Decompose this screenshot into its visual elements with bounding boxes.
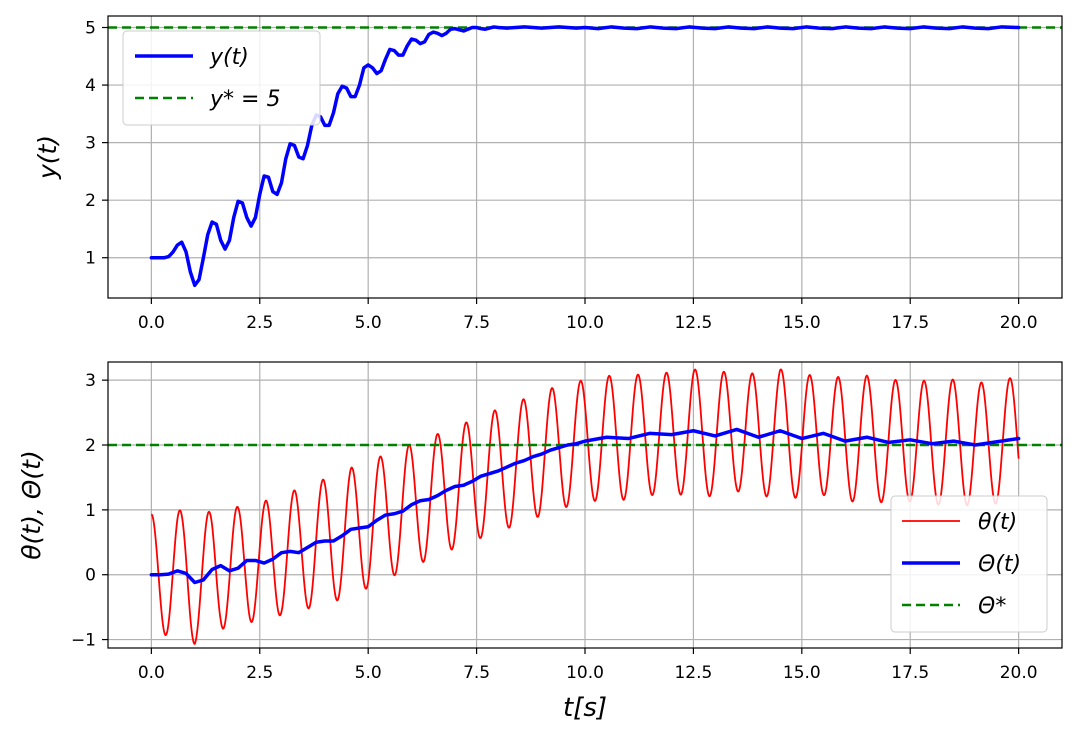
- bottom-legend-label-Thetastar: Θ*: [978, 594, 1006, 619]
- x-tick-label: 17.5: [891, 663, 929, 683]
- x-tick-label: 5.0: [355, 663, 382, 683]
- x-tick-label: 12.5: [674, 313, 712, 333]
- x-tick-label: 10.0: [566, 313, 604, 333]
- bottom-legend-label-theta: θ(t): [978, 510, 1017, 535]
- bottom-x-axis-label: t[s]: [563, 693, 607, 723]
- x-tick-label: 15.0: [783, 663, 821, 683]
- top-y-axis-label: y(t): [33, 135, 62, 180]
- x-tick-label: 20.0: [1000, 663, 1038, 683]
- bottom-subplot: 0.0 2.5 5.0 7.5 10.0 12.5 15.0 17.5 20.0 −10123 …: [17, 361, 1063, 723]
- bottom-y-ticks: −1 0 1 2 3: [71, 371, 108, 651]
- top-legend-label-ystar: y* = 5: [209, 87, 280, 112]
- y-tick-label: 2: [85, 436, 96, 456]
- bottom-Theta-series: [149, 427, 1021, 585]
- bottom-legend-label-Theta: Θ(t): [978, 552, 1021, 577]
- x-tick-label: 0.0: [138, 313, 165, 333]
- x-tick-label: 2.5: [246, 313, 273, 333]
- x-tick-label: 20.0: [1000, 313, 1038, 333]
- Theta-series-line: [149, 427, 1021, 585]
- y-tick-label: 5: [85, 19, 96, 39]
- y-tick-label: 0: [85, 566, 96, 586]
- bottom-x-ticks: 0.0 2.5 5.0 7.5 10.0 12.5 15.0 17.5 20.0: [138, 648, 1038, 683]
- x-tick-label: 15.0: [783, 313, 821, 333]
- bottom-legend-box: [890, 495, 1048, 633]
- x-tick-label: 0.0: [138, 663, 165, 683]
- x-tick-label: 10.0: [566, 663, 604, 683]
- x-tick-label: 5.0: [355, 313, 382, 333]
- top-x-ticks: 0.0 2.5 5.0 7.5 10.0 12.5 15.0 17.5 20.0: [138, 298, 1038, 333]
- y-tick-label: −1: [71, 631, 96, 651]
- top-series: [149, 25, 1021, 288]
- top-y-ticks: 1 2 3 4 5: [85, 19, 108, 269]
- y-tick-label: 1: [85, 249, 96, 269]
- top-legend: y(t) y* = 5: [122, 30, 321, 126]
- top-subplot: 0.0 2.5 5.0 7.5 10.0 12.5 15.0 17.5 20.0 1 2 3 4 5 y…: [33, 15, 1063, 333]
- y-tick-label: 3: [85, 134, 96, 154]
- x-tick-label: 2.5: [246, 663, 273, 683]
- x-tick-label: 7.5: [463, 313, 490, 333]
- bottom-y-axis-label: θ(t), Θ(t): [17, 450, 46, 560]
- y-series-line: [149, 25, 1021, 288]
- bottom-legend: θ(t) Θ(t) Θ*: [890, 495, 1048, 633]
- y-tick-label: 3: [85, 371, 96, 391]
- x-tick-label: 7.5: [463, 663, 490, 683]
- y-tick-label: 1: [85, 501, 96, 521]
- x-tick-label: 17.5: [891, 313, 929, 333]
- y-tick-label: 2: [85, 191, 96, 211]
- x-tick-label: 12.5: [674, 663, 712, 683]
- y-tick-label: 4: [85, 76, 96, 96]
- top-legend-label-y: y(t): [209, 45, 249, 70]
